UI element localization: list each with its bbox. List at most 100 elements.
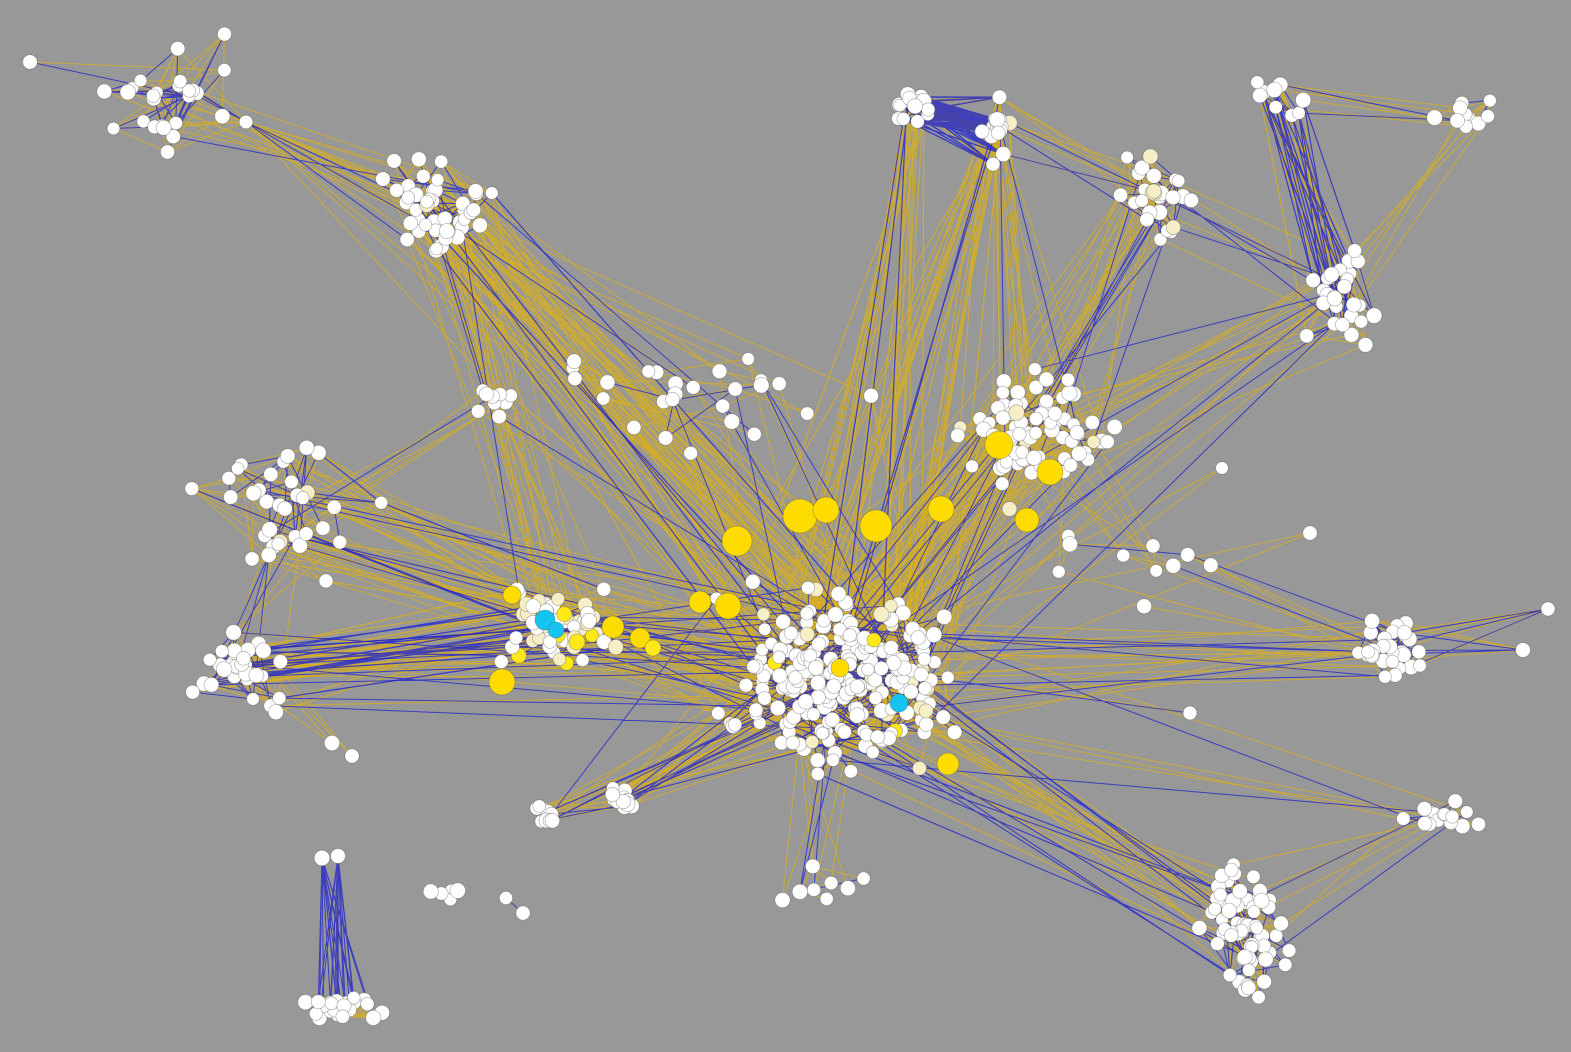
graph-node[interactable] (478, 386, 495, 402)
graph-node[interactable] (429, 242, 444, 256)
graph-node[interactable] (291, 537, 308, 554)
graph-node[interactable] (771, 376, 787, 392)
graph-node[interactable] (913, 666, 929, 683)
graph-node[interactable] (685, 380, 701, 395)
graph-node[interactable] (801, 580, 816, 595)
graph-node[interactable] (895, 604, 912, 622)
graph-node[interactable] (1146, 167, 1162, 184)
graph-node[interactable] (532, 799, 546, 813)
graph-node[interactable] (824, 711, 841, 728)
graph-node[interactable] (1009, 384, 1026, 401)
graph-node[interactable] (657, 430, 674, 446)
graph-node[interactable] (1361, 644, 1376, 659)
graph-node[interactable] (1396, 811, 1411, 826)
graph-node[interactable] (774, 892, 791, 909)
graph-node[interactable] (279, 448, 296, 464)
graph-node[interactable] (575, 653, 590, 667)
graph-node[interactable] (1460, 805, 1474, 819)
graph-node[interactable] (566, 353, 582, 370)
graph-node-yellow-hub[interactable] (488, 668, 516, 696)
graph-node[interactable] (434, 154, 449, 169)
graph-node[interactable] (1354, 314, 1369, 329)
graph-node[interactable] (985, 156, 1001, 172)
graph-node[interactable] (912, 760, 927, 776)
graph-node[interactable] (990, 125, 1006, 141)
graph-node[interactable] (830, 586, 847, 602)
graph-node[interactable] (785, 735, 801, 751)
graph-node[interactable] (466, 202, 482, 218)
graph-node[interactable] (769, 699, 787, 717)
graph-node[interactable] (787, 670, 803, 685)
graph-node-yellow-hub[interactable] (568, 633, 586, 651)
graph-node[interactable] (133, 73, 148, 88)
graph-node[interactable] (1222, 967, 1238, 983)
graph-node[interactable] (170, 41, 186, 57)
graph-node[interactable] (263, 466, 279, 482)
graph-node[interactable] (1210, 936, 1225, 951)
graph-node[interactable] (1113, 187, 1129, 203)
graph-node[interactable] (1028, 362, 1042, 377)
graph-node[interactable] (271, 537, 286, 552)
graph-node[interactable] (1323, 266, 1340, 283)
graph-node[interactable] (868, 691, 883, 706)
graph-node[interactable] (119, 83, 137, 101)
graph-node[interactable] (867, 672, 883, 688)
graph-node[interactable] (1001, 501, 1018, 517)
graph-node[interactable] (940, 670, 955, 685)
graph-node[interactable] (873, 660, 889, 676)
graph-node[interactable] (910, 114, 925, 129)
graph-node[interactable] (1266, 81, 1283, 99)
graph-node[interactable] (811, 636, 827, 652)
graph-node[interactable] (1069, 424, 1085, 441)
graph-node[interactable] (485, 186, 499, 200)
graph-node[interactable] (1257, 951, 1274, 968)
graph-node[interactable] (856, 871, 871, 886)
graph-node[interactable] (493, 654, 509, 669)
graph-node[interactable] (1411, 644, 1427, 660)
graph-node[interactable] (1011, 426, 1027, 442)
graph-node[interactable] (1086, 434, 1101, 449)
graph-node[interactable] (965, 459, 979, 474)
graph-node[interactable] (1246, 869, 1261, 884)
graph-node[interactable] (1449, 112, 1465, 129)
graph-node[interactable] (1326, 290, 1343, 307)
graph-node[interactable] (665, 391, 681, 407)
graph-node[interactable] (402, 215, 419, 231)
graph-node[interactable] (1452, 100, 1468, 116)
graph-node[interactable] (1215, 461, 1229, 475)
graph-node[interactable] (1146, 183, 1162, 199)
graph-node[interactable] (925, 626, 943, 643)
graph-node[interactable] (865, 745, 880, 759)
graph-node[interactable] (1278, 957, 1293, 972)
graph-node[interactable] (1165, 557, 1182, 574)
graph-node[interactable] (917, 652, 932, 666)
graph-node[interactable] (551, 592, 565, 606)
graph-node[interactable] (1171, 174, 1186, 188)
graph-node[interactable] (470, 403, 486, 419)
graph-node[interactable] (883, 640, 899, 656)
graph-node[interactable] (1242, 963, 1256, 977)
graph-node-yellow-hub[interactable] (782, 498, 818, 534)
graph-node[interactable] (806, 707, 821, 722)
graph-node[interactable] (1253, 892, 1270, 909)
graph-node[interactable] (799, 606, 814, 621)
graph-node[interactable] (861, 662, 875, 677)
graph-node[interactable] (313, 849, 331, 867)
graph-node[interactable] (758, 622, 772, 636)
graph-node[interactable] (430, 173, 445, 187)
graph-node[interactable] (810, 766, 825, 781)
graph-node[interactable] (525, 598, 541, 614)
graph-node[interactable] (165, 128, 181, 145)
graph-node[interactable] (832, 622, 847, 637)
graph-node[interactable] (826, 678, 842, 694)
graph-node[interactable] (1385, 654, 1400, 669)
graph-node-yellow-hub[interactable] (830, 658, 850, 678)
graph-node[interactable] (202, 652, 217, 667)
graph-node[interactable] (455, 195, 471, 212)
graph-node[interactable] (775, 613, 791, 630)
graph-node[interactable] (410, 151, 427, 168)
graph-node[interactable] (318, 573, 334, 589)
graph-node[interactable] (936, 608, 953, 626)
graph-node[interactable] (1236, 949, 1253, 966)
graph-node[interactable] (389, 182, 405, 198)
